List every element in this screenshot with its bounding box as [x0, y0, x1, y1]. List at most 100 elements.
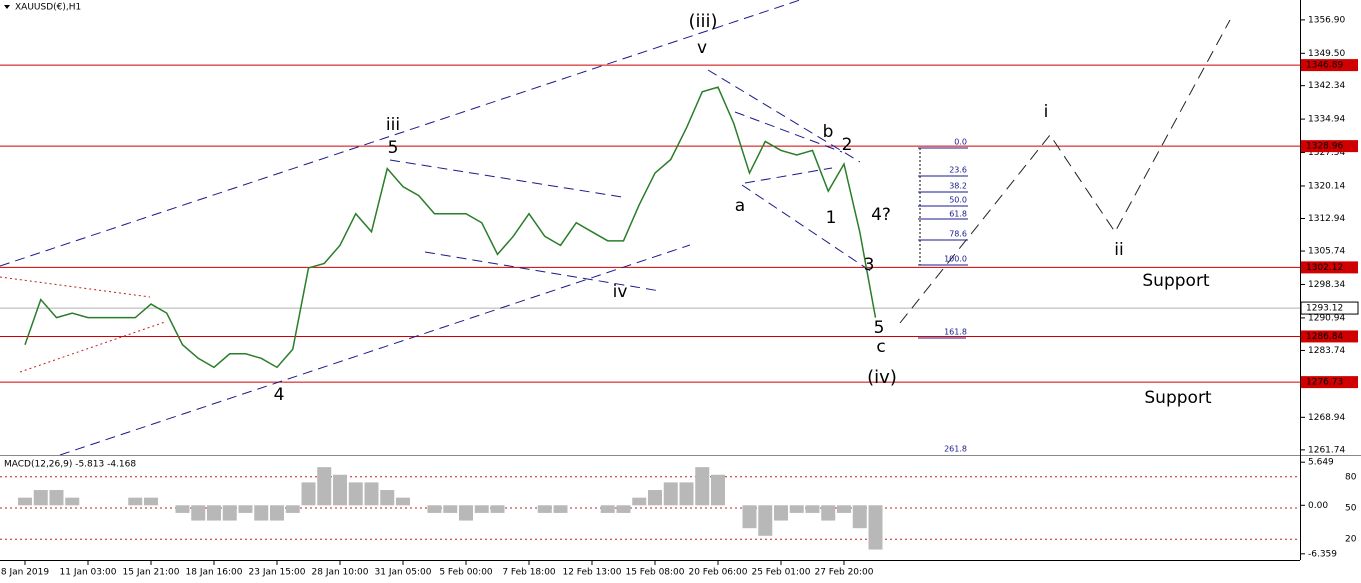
- x-tick-label: 28 Jan 10:00: [312, 568, 369, 578]
- wave-label: 5: [388, 138, 399, 158]
- histogram-bar: [632, 497, 647, 506]
- x-tick-label: 25 Feb 01:00: [751, 568, 810, 578]
- trend-lines: [0, 0, 1231, 456]
- histogram-bar: [679, 482, 694, 506]
- histogram-bar: [742, 505, 757, 529]
- y-tick-label: 1327.54: [1308, 148, 1345, 158]
- fib-label: 100.0: [944, 255, 967, 264]
- histogram-bar: [695, 467, 710, 506]
- histogram-bar: [789, 505, 804, 513]
- fib-label: 61.8: [949, 210, 967, 219]
- wave-label: 3: [864, 255, 875, 275]
- histogram-bar: [33, 490, 48, 506]
- histogram-bar: [65, 497, 80, 506]
- histogram-bar: [711, 474, 725, 506]
- histogram-bar: [144, 497, 158, 506]
- y-tick-label: 1283.74: [1308, 346, 1345, 356]
- price-box: [1301, 59, 1358, 72]
- y-tick-label: 1290.94: [1308, 313, 1345, 323]
- wave-label: a: [735, 196, 745, 216]
- fibonacci: 0.0 23.6 38.2 50.0 61.8 78.6 100.0 161.8…: [918, 138, 968, 454]
- histogram-bar: [380, 490, 395, 506]
- histogram-bar: [427, 505, 442, 513]
- wave-label: (iv): [867, 367, 897, 388]
- y-tick-label: 1298.34: [1308, 280, 1345, 290]
- histogram-bar: [474, 505, 489, 513]
- wave-line: [744, 167, 833, 184]
- price-box-label: 1328.96: [1306, 142, 1343, 152]
- price-box: [1301, 261, 1358, 274]
- fib-label: 0.0: [954, 138, 967, 147]
- y-tick-label: 1305.74: [1308, 247, 1345, 257]
- x-tick-label: 8 Jan 2019: [1, 568, 49, 578]
- price-box: [1300, 301, 1359, 315]
- histogram-bar: [207, 505, 221, 521]
- fib-label: 23.6: [949, 166, 967, 175]
- x-tick-label: 7 Feb 18:00: [502, 568, 556, 578]
- wave-label: 4: [274, 385, 285, 405]
- y-tick-label: -6.359: [1308, 549, 1337, 559]
- price-box: [1301, 376, 1358, 389]
- histogram-bar: [868, 505, 883, 550]
- indicator-title: MACD(12,26,9) -5.813 -4.168: [4, 460, 136, 470]
- wave-label: i: [1044, 102, 1049, 122]
- x-tick-label: 31 Jan 05:00: [375, 568, 432, 578]
- histogram-bar: [553, 505, 568, 513]
- histogram-bar: [333, 474, 347, 506]
- price-box-label: 1302.12: [1306, 263, 1343, 273]
- histogram-bar: [616, 505, 631, 513]
- menu-arrow[interactable]: [4, 5, 10, 9]
- x-tick-label: 15 Feb 08:00: [625, 568, 684, 578]
- histogram-bar: [222, 505, 237, 521]
- y-tick-label: 1356.90: [1308, 15, 1345, 25]
- wave-line: [389, 159, 623, 198]
- histogram-bar: [175, 505, 190, 513]
- histogram-bar: [758, 505, 773, 536]
- wave-label: c: [876, 337, 885, 357]
- price-box: [1301, 140, 1358, 153]
- fib-label: 78.6: [949, 230, 967, 239]
- histogram-bar: [49, 490, 64, 506]
- y-tick-label: 1342.34: [1308, 81, 1345, 91]
- histogram-bar: [600, 505, 615, 513]
- histogram-bar: [490, 505, 505, 513]
- price-box: [1301, 330, 1358, 343]
- y-tick-label: 1334.94: [1308, 115, 1345, 125]
- triangle-line: [19, 321, 166, 373]
- wave-label: 2: [842, 135, 853, 155]
- projection: [899, 19, 1231, 324]
- histogram-bar: [348, 482, 363, 506]
- histogram-bar: [821, 505, 836, 521]
- histogram-bar: [396, 497, 410, 506]
- triangle-line: [0, 276, 151, 298]
- price-box-label: 1286.84: [1306, 332, 1343, 342]
- x-tick-label: 20 Feb 06:00: [688, 568, 747, 578]
- fib-label: 161.8: [944, 328, 967, 337]
- y-tick-label: 0.00: [1308, 501, 1328, 511]
- y-tick-label: 1320.14: [1308, 181, 1345, 191]
- y-tick-label: 5.649: [1308, 458, 1334, 468]
- histogram-bar: [852, 505, 867, 529]
- wave-label: iii: [386, 115, 400, 135]
- histogram-bar: [837, 505, 851, 513]
- price-box-label: 1346.89: [1306, 61, 1343, 71]
- wave-label: iv: [613, 282, 628, 302]
- histogram-bar: [191, 505, 206, 521]
- histogram-bar: [364, 482, 379, 506]
- wave-line: [734, 111, 843, 153]
- channel-bottom: [59, 244, 691, 456]
- marks: [18, 86, 883, 550]
- y-tick-label: 1261.74: [1308, 445, 1345, 455]
- price-box-label: 1293.12: [1306, 304, 1343, 314]
- x-tick-label: 23 Jan 15:00: [249, 568, 306, 578]
- x-tick-label: 27 Feb 20:00: [814, 568, 873, 578]
- fib-label: 50.0: [949, 196, 967, 205]
- support-label: Support: [1144, 388, 1212, 408]
- y2-tick-label: 20: [1345, 535, 1357, 545]
- histogram-bar: [774, 505, 788, 521]
- support-label: Support: [1142, 271, 1210, 291]
- wave-label: 1: [826, 208, 837, 228]
- histogram-bar: [663, 482, 678, 506]
- wave-line: [707, 69, 861, 163]
